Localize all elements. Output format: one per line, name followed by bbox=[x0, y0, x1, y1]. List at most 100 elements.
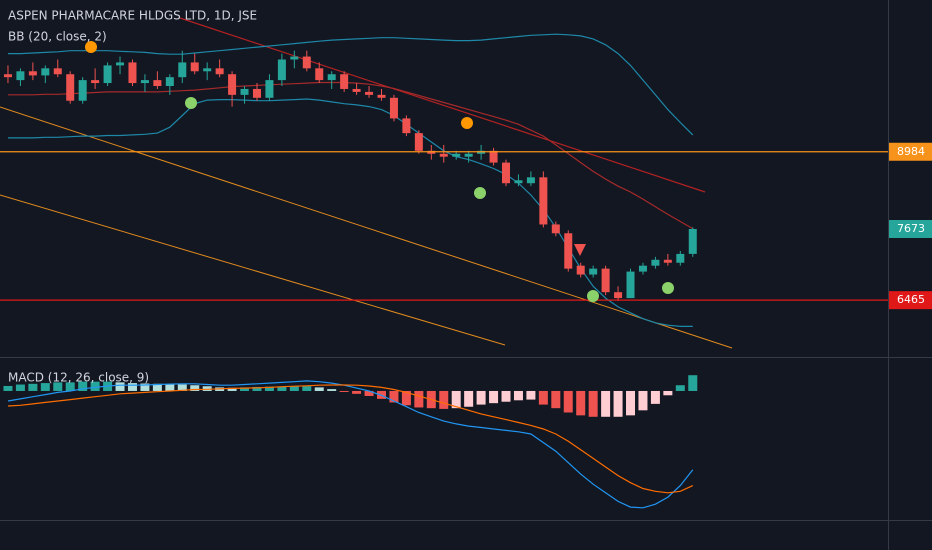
candle-body bbox=[252, 88, 261, 98]
signal-marker bbox=[85, 41, 97, 53]
candle-body bbox=[203, 68, 212, 72]
candle-body bbox=[564, 233, 573, 269]
trend-line bbox=[179, 17, 706, 193]
histogram-bar bbox=[650, 390, 660, 404]
candle-body bbox=[116, 62, 125, 66]
histogram-bar bbox=[439, 390, 449, 409]
candle-body bbox=[651, 259, 660, 266]
histogram-bar bbox=[476, 390, 486, 405]
histogram-bar bbox=[538, 390, 548, 405]
drawings bbox=[0, 17, 733, 349]
candle-body bbox=[315, 68, 324, 81]
axes: 8984 6465 7673 bbox=[889, 142, 932, 310]
candle-body bbox=[464, 153, 473, 157]
candle-body bbox=[128, 62, 137, 84]
candle-body bbox=[365, 91, 374, 95]
candle-body bbox=[190, 62, 199, 72]
candle-body bbox=[240, 88, 249, 95]
candle-body bbox=[514, 180, 523, 184]
histogram-bar bbox=[314, 387, 324, 391]
histogram-bar bbox=[601, 390, 611, 417]
histogram-bar bbox=[115, 382, 125, 391]
candle-body bbox=[389, 97, 398, 119]
candle-body bbox=[3, 74, 12, 78]
last-price-label: 7673 bbox=[897, 222, 925, 235]
histogram-bar bbox=[451, 390, 461, 409]
histogram-bar bbox=[352, 390, 362, 394]
candle-body bbox=[352, 88, 361, 92]
candle-body bbox=[502, 162, 511, 184]
histogram-bar bbox=[551, 390, 561, 409]
histogram-bar bbox=[252, 386, 262, 391]
histogram-bar bbox=[227, 387, 237, 391]
candle-body bbox=[539, 177, 548, 225]
price-label: 6465 bbox=[897, 293, 925, 306]
chart-title: ASPEN PHARMACARE HLDGS LTD, 1D, JSE bbox=[8, 9, 257, 23]
histogram-bar bbox=[489, 390, 499, 404]
signal-marker bbox=[574, 244, 586, 256]
candle-body bbox=[601, 268, 610, 293]
candle-body bbox=[414, 133, 423, 151]
histogram-bar bbox=[140, 383, 150, 391]
signal-marker bbox=[185, 97, 197, 109]
signal-marker bbox=[474, 187, 486, 199]
candle-body bbox=[178, 62, 187, 78]
histogram-bar bbox=[152, 383, 162, 391]
histogram-bar bbox=[78, 381, 88, 391]
histogram-bar bbox=[264, 386, 274, 391]
histogram-bar bbox=[364, 390, 374, 396]
histogram-bar bbox=[53, 382, 63, 391]
candle-body bbox=[91, 80, 100, 84]
plot bbox=[0, 33, 888, 509]
candle-body bbox=[638, 265, 647, 272]
signals bbox=[85, 41, 674, 302]
candle-body bbox=[290, 56, 299, 60]
trend-line bbox=[0, 194, 506, 346]
candle-body bbox=[215, 68, 224, 75]
histogram-bar bbox=[576, 390, 586, 416]
candle-body bbox=[165, 77, 174, 87]
candle-body bbox=[327, 74, 336, 81]
candle-body bbox=[140, 80, 149, 84]
candle-body bbox=[265, 80, 274, 98]
price-label-box bbox=[889, 291, 932, 310]
histogram-bar bbox=[40, 383, 50, 391]
histogram-bar bbox=[526, 390, 536, 400]
histogram-bar bbox=[3, 385, 13, 391]
macd-line bbox=[7, 384, 694, 494]
histogram-bar bbox=[389, 390, 399, 403]
histogram-bar bbox=[165, 384, 175, 391]
histogram-bar bbox=[302, 386, 312, 391]
signal-marker bbox=[662, 282, 674, 294]
signal-marker bbox=[587, 290, 599, 302]
candle-body bbox=[16, 71, 25, 81]
candle-body bbox=[452, 153, 461, 157]
candle-body bbox=[614, 292, 623, 299]
indicator-label: BB (20, close, 2) bbox=[8, 30, 107, 44]
histogram-bar bbox=[414, 390, 424, 408]
candle-body bbox=[663, 259, 672, 263]
histogram-bar bbox=[289, 386, 299, 391]
candle-body bbox=[78, 80, 87, 101]
histogram-bar bbox=[501, 390, 511, 402]
histogram-bar bbox=[327, 389, 337, 391]
bollinger-line bbox=[8, 98, 693, 327]
histogram-bar bbox=[675, 385, 685, 391]
histogram-bar bbox=[638, 390, 648, 411]
histogram-bar bbox=[563, 390, 573, 413]
candle-body bbox=[66, 74, 75, 101]
histogram-bar bbox=[688, 375, 698, 391]
candle-body bbox=[688, 228, 697, 254]
candle-body bbox=[277, 59, 286, 81]
histogram-bar bbox=[240, 387, 250, 391]
histogram-bar bbox=[464, 390, 474, 407]
candle-body bbox=[526, 177, 535, 184]
histogram-bar bbox=[177, 384, 187, 391]
candle-body bbox=[576, 265, 585, 275]
price-label-box bbox=[889, 142, 932, 161]
histogram-bar bbox=[401, 390, 411, 406]
price-label: 8984 bbox=[897, 145, 925, 158]
last-price-box bbox=[889, 219, 932, 238]
candle-body bbox=[340, 74, 349, 89]
